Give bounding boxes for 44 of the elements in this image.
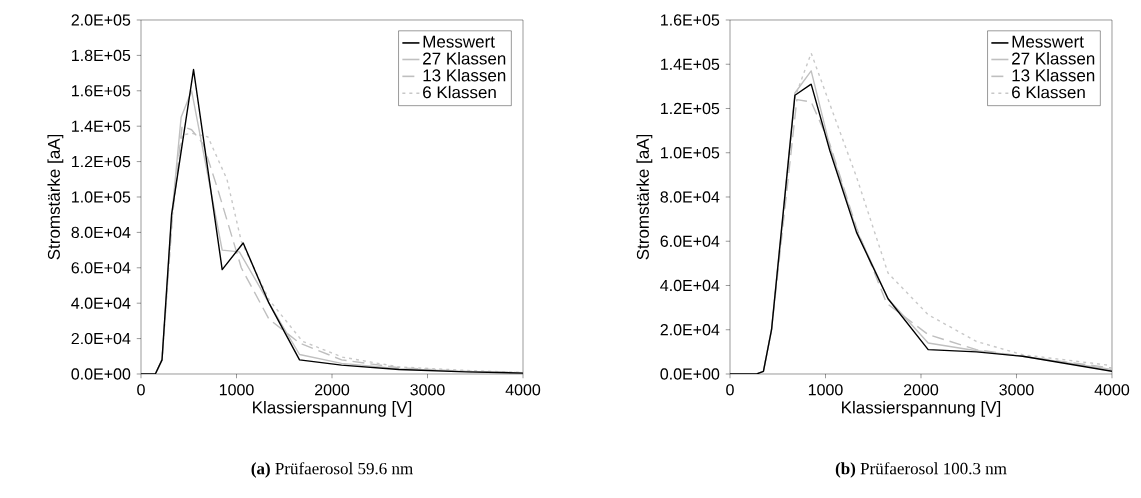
y-tick-label: 2.0E+04 (660, 324, 720, 336)
x-tick-label: 4000 (1094, 384, 1130, 396)
x-tick-label: 0 (726, 384, 734, 396)
x-tick-label: 3000 (410, 384, 445, 396)
x-tick-label: 2000 (904, 384, 939, 396)
y-tick-label: 1.4E+05 (72, 120, 131, 132)
legend-label: Messwert (1012, 35, 1084, 48)
x-axis-title: Klassierspannung [V] (842, 400, 1001, 417)
text: (b) Prüfaerosol 100.3 nm (835, 462, 1007, 478)
y-tick-label: 4.0E+04 (71, 297, 131, 309)
y-tick-label: 2.0E+05 (71, 14, 131, 26)
legend-label: 6 Klassen (423, 85, 496, 99)
y-tick-label: 8.0E+04 (71, 226, 131, 239)
y-tick-label: 0.0E+00 (660, 368, 720, 380)
x-tick-label: 2000 (315, 384, 350, 396)
legend-label: 27 Klassen (1012, 52, 1095, 65)
y-tick-label: 4.0E+04 (660, 279, 720, 292)
y-tick-label: 2.0E+04 (71, 332, 131, 345)
y-tick-label: 1.6E+05 (72, 85, 131, 97)
y-tick-label: 6.0E+04 (660, 235, 720, 247)
y-tick-label: 1.0E+05 (661, 147, 720, 159)
y-tick-label: 6.0E+04 (71, 262, 131, 274)
y-axis-title: Stromstärke [aA] (47, 134, 64, 260)
legend-label: 13 Klassen (423, 68, 506, 82)
legend-label: 6 Klassen (1012, 85, 1085, 99)
legend-label: 13 Klassen (1012, 68, 1095, 82)
y-tick-label: 0.0E+00 (71, 368, 131, 380)
x-tick-label: 1000 (219, 384, 254, 396)
x-tick-label: 1000 (808, 384, 843, 396)
y-tick-label: 1.2E+05 (72, 155, 131, 168)
x-tick-label: 4000 (505, 384, 541, 396)
x-tick-label: 3000 (999, 384, 1034, 396)
y-axis-title: Stromstärke [aA] (636, 134, 653, 260)
text: (a) Prüfaerosol 59.6 nm (251, 462, 413, 478)
legend-label: 27 Klassen (423, 52, 506, 65)
legend-label: Messwert (423, 35, 495, 48)
y-tick-label: 1.2E+05 (661, 102, 720, 115)
y-tick-label: 1.4E+05 (661, 58, 720, 70)
x-tick-label: 0 (137, 384, 145, 396)
y-tick-label: 1.0E+05 (72, 191, 131, 203)
y-tick-label: 1.6E+05 (661, 14, 720, 26)
y-tick-label: 1.8E+05 (72, 49, 131, 62)
y-tick-label: 8.0E+04 (660, 191, 720, 203)
x-axis-title: Klassierspannung [V] (253, 400, 412, 417)
